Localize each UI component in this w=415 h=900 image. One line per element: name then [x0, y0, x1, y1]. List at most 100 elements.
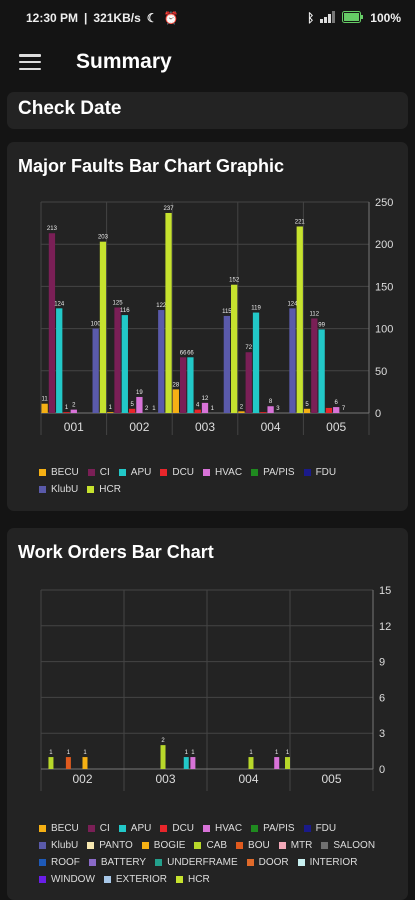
bar	[48, 757, 54, 769]
legend-row: BECU CI APU DCU HVAC PA/PIS FDU	[39, 464, 345, 481]
bluetooth-icon: ᛒ	[307, 11, 315, 25]
bar	[128, 408, 136, 413]
chart-title: Work Orders Bar Chart	[18, 542, 214, 562]
bar	[99, 241, 107, 413]
bar	[223, 315, 231, 413]
bar	[194, 409, 201, 413]
bar-data-label: 5	[305, 402, 309, 408]
bar	[179, 357, 187, 413]
y-tick-label: 9	[379, 657, 385, 669]
bar-data-label: 125	[113, 301, 124, 307]
bar-data-label: 112	[310, 311, 320, 317]
check-date-card[interactable]: Check Date	[7, 92, 408, 129]
bar	[289, 308, 296, 413]
legend-row: ROOF BATTERY UNDERFRAME DOOR INTERIOR	[39, 854, 384, 871]
bar	[82, 757, 88, 769]
legend-label: KlubU	[51, 840, 79, 851]
legend-label: FDU	[315, 467, 337, 478]
legend-item: HCR	[176, 874, 210, 885]
legend-item: PA/PIS	[251, 823, 295, 834]
legend-swatch	[39, 859, 46, 866]
chart-title: Major Faults Bar Chart Graphic	[18, 156, 285, 176]
legend-item: APU	[118, 823, 152, 834]
legend-label: CI	[99, 823, 110, 834]
bar-data-label: 100	[91, 322, 102, 328]
bar-data-label: 237	[164, 206, 175, 212]
bar	[252, 312, 260, 413]
x-tick-label: 005	[326, 420, 346, 434]
legend-label: PANTO	[99, 840, 133, 851]
bar-data-label: 2	[161, 738, 165, 744]
legend-label: ROOF	[51, 857, 80, 868]
legend-swatch	[321, 842, 329, 849]
status-time: 12:30 PM	[26, 11, 79, 25]
moon-icon: ☾	[146, 11, 158, 25]
y-tick-label: 200	[375, 239, 393, 251]
bar-data-label: 213	[47, 226, 58, 232]
bar	[245, 352, 252, 413]
legend-row: BECU CI APU DCU HVAC PA/PIS FDU	[39, 820, 384, 837]
x-tick-label: 002	[72, 772, 92, 786]
legend-swatch	[278, 842, 286, 849]
legend-label: HCR	[188, 874, 210, 885]
bar-data-label: 19	[136, 390, 143, 396]
legend-item: PA/PIS	[251, 467, 295, 478]
bar	[114, 307, 121, 413]
bar-data-label: 1	[83, 750, 87, 756]
bar	[248, 757, 254, 769]
bar	[107, 412, 114, 413]
app-bar: Summary	[0, 36, 415, 88]
major-faults-card: Major Faults Bar Chart Graphic 0 50 100 150…	[7, 142, 408, 511]
bar-data-label: 1	[67, 750, 71, 756]
legend-swatch	[303, 825, 311, 832]
legend-item: FDU	[303, 467, 337, 478]
status-divider: |	[84, 11, 88, 25]
bar-data-label: 11	[42, 397, 49, 403]
bar	[318, 329, 325, 413]
bar	[136, 396, 143, 413]
menu-icon[interactable]	[19, 54, 41, 70]
bar-data-label: 66	[180, 350, 187, 356]
legend-item: DOOR	[246, 857, 289, 868]
bar-data-label: 124	[287, 301, 298, 307]
legend-item: BOGIE	[141, 840, 186, 851]
legend-item: CAB	[194, 840, 227, 851]
bar-data-label: 1	[249, 750, 253, 756]
bar-data-label: 8	[269, 399, 273, 405]
legend-label: BOGIE	[153, 840, 186, 851]
bar-data-label: 115	[222, 309, 232, 315]
work-orders-card: Work Orders Bar Chart 0 3 6 9 12 15 1 1 1 2 1 1 1 1 1 0…	[7, 528, 408, 900]
legend-item: INTERIOR	[297, 857, 357, 868]
legend-swatch	[155, 859, 163, 866]
check-date-label: Check Date	[18, 98, 122, 119]
bar	[311, 318, 318, 413]
bar	[325, 407, 333, 413]
legend-item: HVAC	[203, 823, 242, 834]
bar	[187, 357, 194, 413]
y-tick-label: 3	[379, 728, 385, 740]
legend-row: WINDOW EXTERIOR HCR	[39, 871, 384, 888]
legend-item: DCU	[160, 467, 194, 478]
legend-label: BOU	[248, 840, 270, 851]
legend-row: KlubU HCR	[39, 481, 345, 498]
legend-label: DCU	[172, 823, 195, 834]
legend-item: HVAC	[203, 467, 242, 478]
y-tick-label: 12	[379, 621, 391, 633]
bar	[267, 406, 274, 413]
legend-label: BECU	[51, 823, 79, 834]
legend-item: PANTO	[87, 840, 133, 851]
bar	[165, 212, 172, 413]
legend-label: MTR	[290, 840, 313, 851]
legend-swatch	[203, 825, 211, 832]
bar-data-label: 12	[202, 396, 209, 402]
legend-item: FDU	[303, 823, 336, 834]
x-tick-label: 005	[321, 772, 341, 786]
legend-label: SALOON	[333, 840, 376, 851]
y-tick-label: 15	[379, 585, 391, 597]
legend-label: APU	[130, 823, 152, 834]
legend-swatch	[103, 876, 111, 883]
bar-data-label: 7	[342, 406, 346, 412]
legend-item: ROOF	[39, 857, 80, 868]
legend-swatch	[39, 842, 46, 849]
legend-label: UNDERFRAME	[167, 857, 238, 868]
